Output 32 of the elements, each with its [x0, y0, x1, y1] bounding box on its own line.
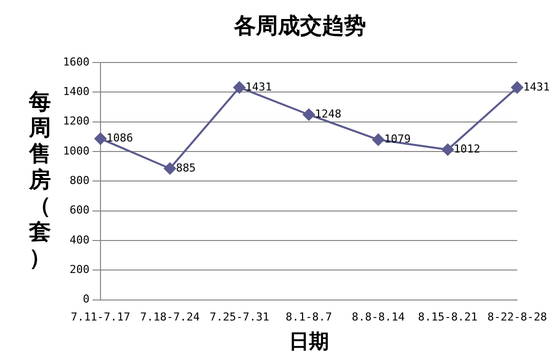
- x-tick-label: 7.18-7.24: [140, 310, 200, 324]
- y-tick-label: 200: [70, 262, 90, 276]
- y-tick-label: 1000: [62, 144, 90, 158]
- x-tick-label: 8.1-8.7: [286, 310, 332, 324]
- data-label: 1431: [245, 80, 272, 94]
- point: [233, 81, 246, 94]
- x-tick-label: 7.25-7.31: [210, 310, 270, 324]
- data-label: 1086: [106, 132, 133, 145]
- data-label: 885: [176, 161, 196, 174]
- point: [442, 144, 454, 156]
- x-tick-label: 8.8-8.14: [352, 310, 406, 324]
- x-tick-label: 8-22-8-28: [487, 310, 548, 324]
- y-tick-label: 600: [70, 204, 90, 217]
- chart-title: 各周成交趋势: [233, 12, 366, 38]
- point: [164, 162, 176, 174]
- point: [372, 134, 384, 146]
- y-tick-label: 400: [70, 233, 90, 246]
- y-tick-label: 1400: [62, 84, 90, 98]
- point: [302, 108, 315, 121]
- x-tick-label: 7.11-7.17: [70, 310, 130, 324]
- data-label: 1012: [454, 142, 480, 156]
- x-tick-label: 8.15-8.21: [418, 310, 478, 324]
- y-tick-label: 0: [82, 292, 90, 306]
- y-tick-label: 1600: [62, 55, 90, 68]
- data-label: 1248: [314, 107, 342, 120]
- data-label: 1431: [523, 80, 550, 94]
- y-axis-title: 每周售房（套）: [28, 88, 51, 270]
- point: [94, 132, 106, 145]
- point: [511, 81, 524, 94]
- y-tick-label: 1200: [62, 114, 90, 128]
- x-axis-title: 日期: [288, 331, 329, 354]
- y-tick-label: 800: [70, 174, 90, 187]
